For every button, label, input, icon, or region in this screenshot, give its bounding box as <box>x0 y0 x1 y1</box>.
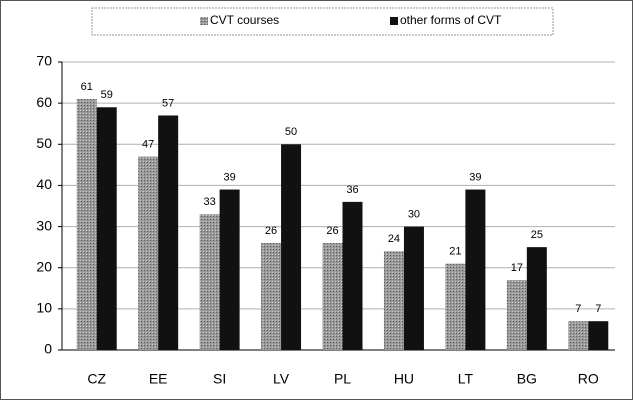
value-label: 17 <box>511 262 523 274</box>
bar <box>568 321 589 350</box>
value-label: 47 <box>142 139 154 151</box>
y-tick-label: 40 <box>36 176 52 192</box>
value-label: 25 <box>531 229 543 241</box>
x-tick-label: HU <box>394 371 414 387</box>
x-tick-label: SI <box>213 371 226 387</box>
bar <box>261 243 282 350</box>
legend-swatch <box>200 17 208 25</box>
y-tick-label: 50 <box>36 135 52 151</box>
x-tick-label: PL <box>334 371 351 387</box>
value-label: 7 <box>575 303 581 315</box>
x-tick-label: RO <box>578 371 599 387</box>
y-tick-label: 60 <box>36 94 52 110</box>
value-label: 59 <box>101 89 113 101</box>
legend-swatch <box>390 17 398 25</box>
value-label: 39 <box>223 171 235 183</box>
value-label: 26 <box>265 225 277 237</box>
x-tick-label: BG <box>517 371 537 387</box>
value-label: 26 <box>326 225 338 237</box>
legend-label: CVT courses <box>210 13 279 27</box>
x-tick-label: EE <box>149 371 168 387</box>
x-tick-label: LT <box>458 371 474 387</box>
y-tick-label: 30 <box>36 217 52 233</box>
bar <box>281 144 302 350</box>
legend-box <box>91 7 554 36</box>
y-tick-label: 20 <box>36 258 52 274</box>
bar <box>465 189 486 350</box>
legend-label: other forms of CVT <box>400 13 502 27</box>
value-label: 24 <box>388 233 400 245</box>
value-label: 36 <box>346 184 358 196</box>
value-label: 33 <box>203 196 215 208</box>
value-label: 21 <box>449 246 461 258</box>
bar <box>199 214 220 350</box>
value-label: 7 <box>595 303 601 315</box>
y-tick-label: 10 <box>36 300 52 316</box>
value-label: 30 <box>408 208 420 220</box>
bar <box>322 243 343 350</box>
bar <box>403 226 424 350</box>
x-tick-label: LV <box>273 371 290 387</box>
value-label: 50 <box>285 126 297 138</box>
value-label: 39 <box>469 171 481 183</box>
bar <box>526 247 547 350</box>
bar <box>506 280 527 350</box>
value-label: 61 <box>81 81 93 93</box>
bar <box>76 99 97 351</box>
y-tick-label: 70 <box>36 53 52 69</box>
bar <box>96 107 117 350</box>
bar <box>342 201 363 350</box>
bar <box>158 115 179 350</box>
bar <box>383 251 404 350</box>
value-label: 57 <box>162 97 174 109</box>
x-tick-label: CZ <box>87 371 106 387</box>
bar <box>588 321 609 350</box>
bar <box>138 156 159 350</box>
y-tick-label: 0 <box>44 341 52 357</box>
bar <box>219 189 240 350</box>
bar <box>445 263 466 350</box>
